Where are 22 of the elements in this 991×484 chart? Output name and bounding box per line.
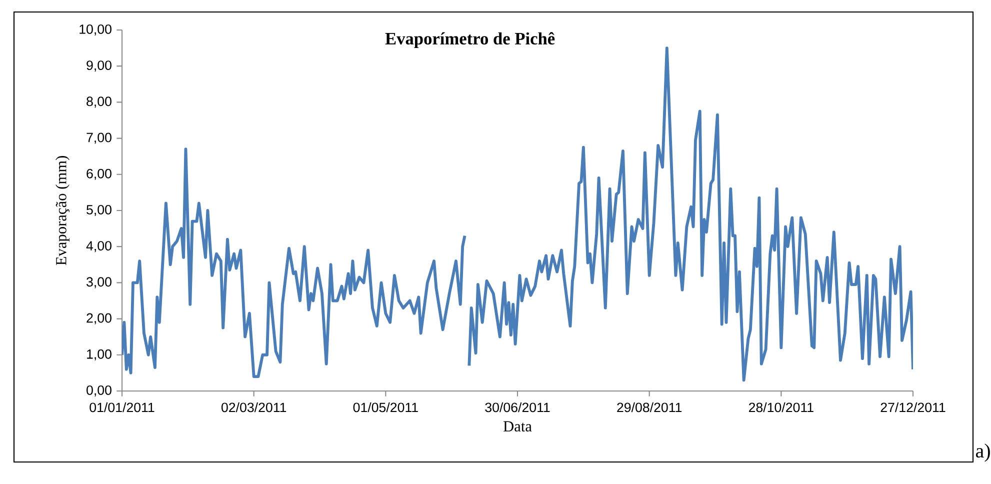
y-tick-label: 0,00 xyxy=(86,385,112,396)
y-tick-label: 9,00 xyxy=(86,60,112,72)
y-tick-label: 3,00 xyxy=(86,277,112,288)
text: a) xyxy=(976,444,990,462)
y-tick-label: 2,00 xyxy=(86,313,112,324)
x-tick-label: 29/08/2011 xyxy=(617,402,682,412)
y-tick-label: 7,00 xyxy=(86,132,112,144)
x-axis-title: Data xyxy=(503,421,532,432)
x-tick-label: 02/03/2011 xyxy=(221,402,286,412)
y-tick-label: 5,00 xyxy=(86,204,112,216)
y-tick-label: 8,00 xyxy=(86,96,112,108)
y-tick-label: 4,00 xyxy=(86,241,112,252)
x-tick-label: 01/01/2011 xyxy=(90,402,154,412)
chart-title: Evaporímetro de Pichê xyxy=(385,32,555,48)
y-tick-label: 1,00 xyxy=(87,349,112,360)
y-tick-label: 6,00 xyxy=(86,168,112,180)
x-tick-label: 30/06/2011 xyxy=(485,402,550,412)
x-tick-label: 27/12/2011 xyxy=(880,402,946,412)
y-axis-title: Evaporação (mm) xyxy=(56,156,70,266)
x-tick-label: 28/10/2011 xyxy=(748,402,814,412)
y-tick-label: 10,00 xyxy=(80,24,112,36)
x-tick-label: 01/05/2011 xyxy=(353,402,418,412)
